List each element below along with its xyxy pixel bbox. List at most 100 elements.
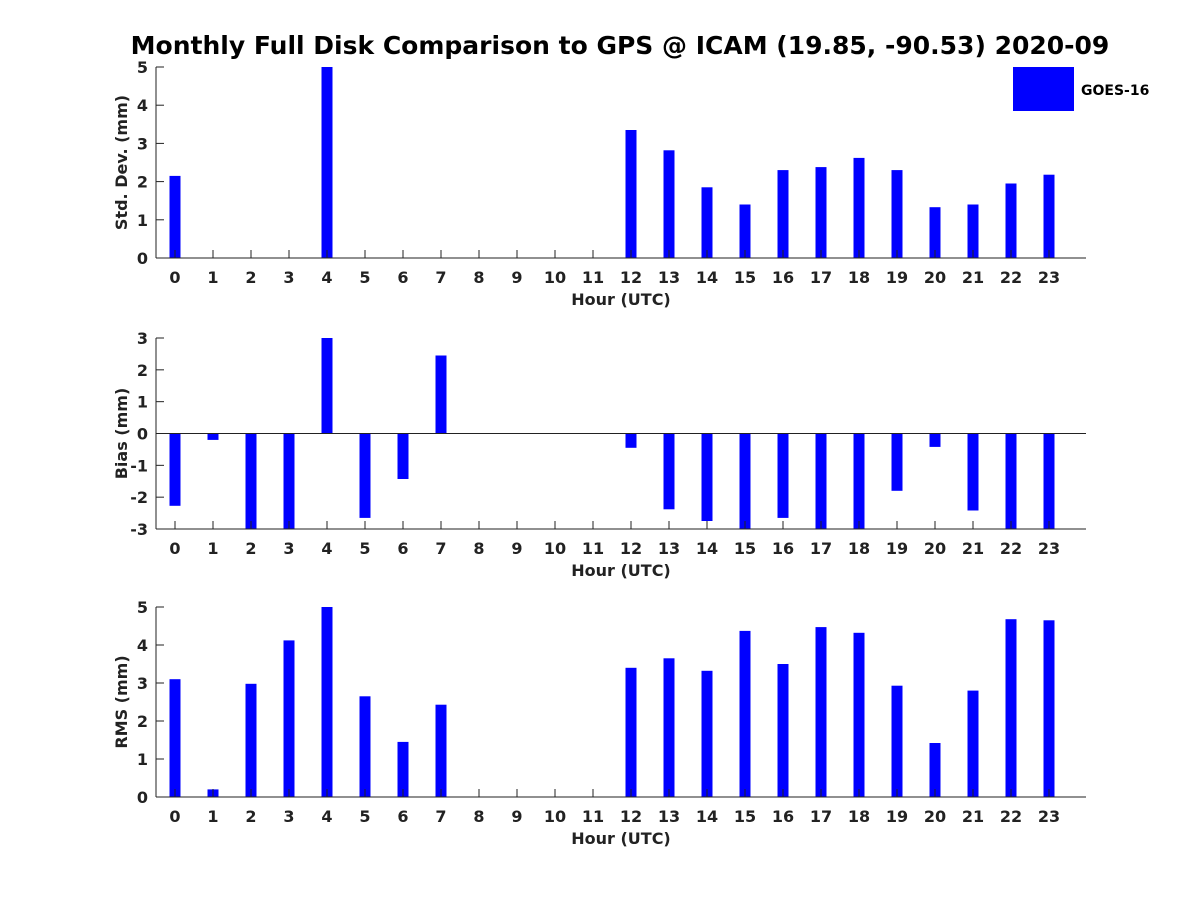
x-tick-label: 15: [734, 268, 756, 287]
legend-label-goes16: GOES-16: [1081, 83, 1149, 99]
y-tick-label: 0: [137, 249, 148, 268]
bar: [283, 433, 295, 529]
y-axis-label: RMS (mm): [112, 655, 131, 748]
bar: [359, 433, 371, 518]
x-tick-label: 4: [321, 807, 332, 826]
x-tick-label: 16: [772, 268, 794, 287]
bar: [169, 679, 181, 797]
bar: [435, 704, 447, 797]
x-tick-label: 10: [544, 539, 566, 558]
bar: [1043, 433, 1055, 529]
bar: [169, 175, 181, 258]
x-tick-label: 10: [544, 268, 566, 287]
x-tick-label: 5: [359, 807, 370, 826]
bar: [321, 338, 333, 434]
y-tick-label: 2: [137, 712, 148, 731]
x-tick-label: 6: [397, 807, 408, 826]
x-tick-label: 6: [397, 539, 408, 558]
y-tick-label: 2: [137, 173, 148, 192]
bar: [169, 433, 181, 506]
x-tick-label: 9: [511, 807, 522, 826]
y-tick-label: 5: [137, 598, 148, 617]
x-tick-label: 22: [1000, 807, 1022, 826]
x-tick-label: 17: [810, 539, 832, 558]
bar: [625, 130, 637, 258]
x-tick-label: 15: [734, 539, 756, 558]
x-tick-label: 4: [321, 268, 332, 287]
bar: [967, 433, 979, 511]
y-tick-label: 0: [137, 788, 148, 807]
bar: [853, 433, 865, 529]
x-tick-label: 20: [924, 268, 946, 287]
y-tick-label: 3: [137, 674, 148, 693]
x-tick-label: 10: [544, 807, 566, 826]
x-tick-label: 18: [848, 807, 870, 826]
y-tick-label: 2: [137, 361, 148, 380]
x-tick-label: 8: [473, 539, 484, 558]
bar: [739, 630, 751, 797]
x-tick-label: 19: [886, 539, 908, 558]
bar: [207, 433, 219, 440]
y-axis-label: Bias (mm): [112, 388, 131, 480]
y-tick-label: 1: [137, 393, 148, 412]
x-tick-label: 0: [169, 539, 180, 558]
bar: [853, 632, 865, 797]
x-tick-label: 13: [658, 539, 680, 558]
x-tick-label: 6: [397, 268, 408, 287]
chart-panel-1: 0 1 2 3 4 5 6 7 8 9 10 11 12 13 14 15 16 17 18 19 20 21 22 2301…: [112, 58, 1086, 309]
bar: [815, 167, 827, 258]
x-tick-label: 9: [511, 539, 522, 558]
bar: [891, 170, 903, 258]
x-tick-label: 4: [321, 539, 332, 558]
x-axis-label: Hour (UTC): [571, 829, 671, 848]
legend-swatch-goes16: [1013, 67, 1074, 111]
bar: [1043, 174, 1055, 258]
y-axis-label: Std. Dev. (mm): [112, 95, 131, 230]
x-tick-label: 7: [435, 807, 446, 826]
x-tick-label: 22: [1000, 539, 1022, 558]
x-tick-label: 23: [1038, 807, 1060, 826]
bar: [321, 607, 333, 797]
x-tick-label: 18: [848, 268, 870, 287]
x-tick-label: 22: [1000, 268, 1022, 287]
y-tick-label: 4: [137, 636, 148, 655]
x-tick-label: 11: [582, 268, 604, 287]
x-tick-label: 12: [620, 268, 642, 287]
bar: [321, 67, 333, 258]
x-tick-label: 18: [848, 539, 870, 558]
x-tick-label: 21: [962, 268, 984, 287]
bar: [929, 207, 941, 258]
x-tick-label: 23: [1038, 268, 1060, 287]
bar: [663, 433, 675, 510]
x-tick-label: 5: [359, 539, 370, 558]
x-tick-label: 19: [886, 807, 908, 826]
bar: [967, 690, 979, 797]
x-tick-label: 2: [245, 539, 256, 558]
x-tick-label: 0: [169, 268, 180, 287]
x-tick-label: 2: [245, 807, 256, 826]
bar: [777, 433, 789, 518]
y-tick-label: 0: [137, 425, 148, 444]
bar: [397, 741, 409, 797]
x-tick-label: 1: [207, 807, 218, 826]
x-tick-label: 2: [245, 268, 256, 287]
y-tick-label: 4: [137, 96, 148, 115]
y-tick-label: -1: [130, 456, 148, 475]
bar: [929, 433, 941, 447]
x-tick-label: 12: [620, 539, 642, 558]
chart-panels: 0 1 2 3 4 5 6 7 8 9 10 11 12 13 14 15 16 17 18 19 20 21 22 2301…: [112, 58, 1086, 848]
x-tick-label: 14: [696, 539, 718, 558]
bar: [359, 696, 371, 797]
x-tick-label: 14: [696, 807, 718, 826]
bar: [777, 170, 789, 258]
y-tick-label: -3: [130, 520, 148, 539]
bar: [283, 640, 295, 797]
bar: [701, 433, 713, 521]
x-tick-label: 21: [962, 807, 984, 826]
bar: [625, 667, 637, 797]
x-tick-label: 20: [924, 807, 946, 826]
chart-title: Monthly Full Disk Comparison to GPS @ IC…: [131, 31, 1110, 60]
y-tick-label: 3: [137, 329, 148, 348]
x-axis-label: Hour (UTC): [571, 561, 671, 580]
